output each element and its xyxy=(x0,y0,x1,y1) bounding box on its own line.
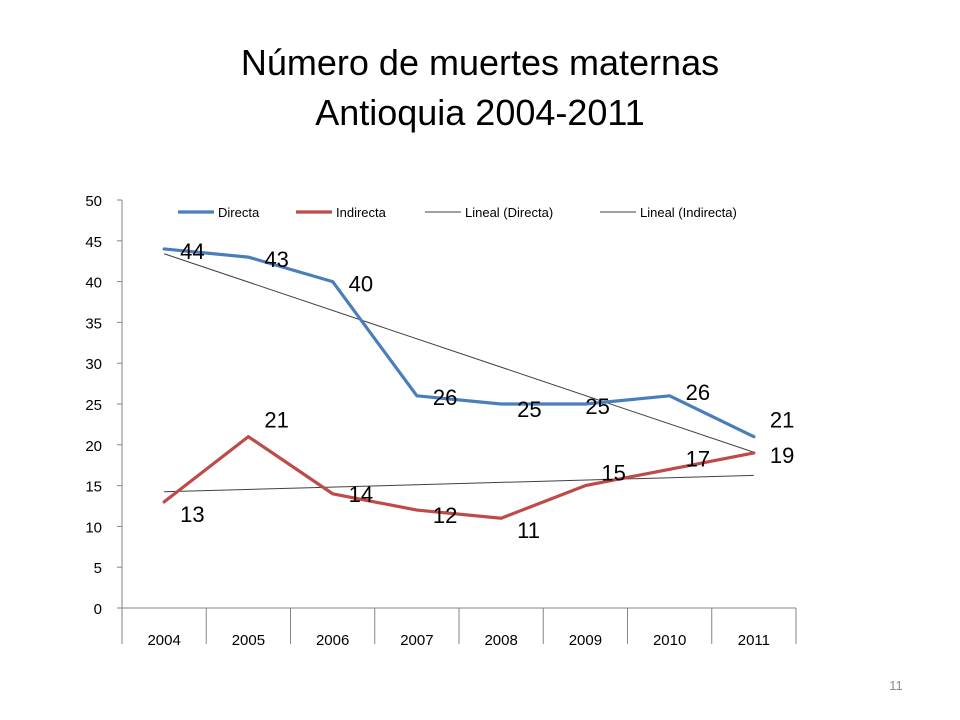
y-tick-label: 15 xyxy=(85,479,102,496)
legend-label: Lineal (Indirecta) xyxy=(640,205,737,220)
y-tick-label: 45 xyxy=(85,234,102,251)
data-label: 26 xyxy=(433,385,457,410)
data-label: 13 xyxy=(180,502,204,527)
data-label: 12 xyxy=(433,503,457,528)
page-number: 11 xyxy=(889,678,903,693)
data-label: 11 xyxy=(517,518,540,543)
x-tick-label: 2006 xyxy=(316,632,349,649)
data-label: 25 xyxy=(585,394,609,419)
y-tick-label: 0 xyxy=(94,601,102,618)
y-tick-label: 35 xyxy=(85,315,102,332)
x-tick-label: 2009 xyxy=(569,632,602,649)
data-label: 21 xyxy=(264,408,288,433)
data-label: 15 xyxy=(601,461,625,486)
slide-title: Número de muertes maternas Antioquia 200… xyxy=(0,38,960,138)
x-tick-label: 2010 xyxy=(653,632,686,649)
series-line xyxy=(162,435,756,520)
legend-label: Indirecta xyxy=(336,205,387,220)
data-label: 43 xyxy=(264,247,288,272)
data-label: 40 xyxy=(349,272,373,297)
y-tick-label: 10 xyxy=(85,519,102,536)
y-tick-label: 30 xyxy=(85,356,102,373)
data-label: 17 xyxy=(686,446,710,471)
legend-label: Lineal (Directa) xyxy=(465,205,553,220)
y-tick-label: 20 xyxy=(85,438,102,455)
data-label: 14 xyxy=(349,482,373,507)
data-label: 26 xyxy=(686,380,710,405)
series-line xyxy=(162,247,756,439)
y-tick-label: 40 xyxy=(85,275,102,292)
data-label: 19 xyxy=(770,443,794,468)
x-tick-label: 2005 xyxy=(232,632,265,649)
title-line-2: Antioquia 2004-2011 xyxy=(315,92,645,133)
x-tick-label: 2011 xyxy=(738,632,770,649)
data-label: 21 xyxy=(770,408,794,433)
x-tick-label: 2007 xyxy=(400,632,433,649)
y-tick-label: 25 xyxy=(85,397,102,414)
trendline xyxy=(164,474,754,493)
data-label: 44 xyxy=(180,239,204,264)
title-line-1: Número de muertes maternas xyxy=(240,42,720,83)
trendline xyxy=(163,253,755,453)
x-tick-label: 2004 xyxy=(147,632,180,649)
y-tick-label: 50 xyxy=(85,193,102,210)
data-label: 25 xyxy=(517,397,541,422)
legend-label: Directa xyxy=(218,205,260,220)
y-tick-label: 5 xyxy=(94,560,102,577)
x-tick-label: 2008 xyxy=(484,632,517,649)
